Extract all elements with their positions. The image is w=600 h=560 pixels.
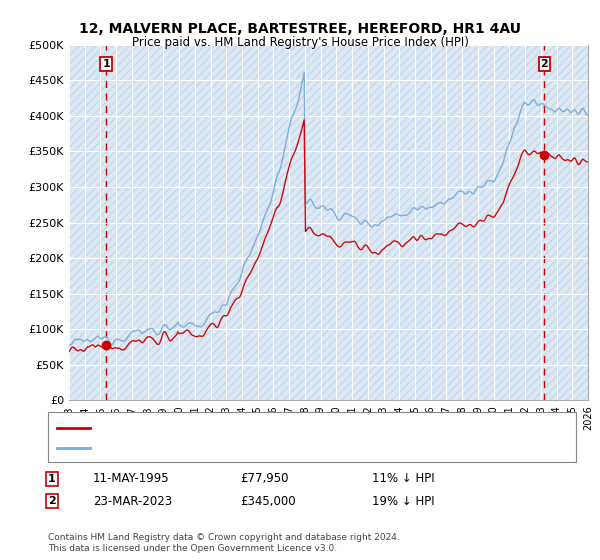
Text: Price paid vs. HM Land Registry's House Price Index (HPI): Price paid vs. HM Land Registry's House …	[131, 36, 469, 49]
Text: 23-MAR-2023: 23-MAR-2023	[93, 494, 172, 508]
Text: £345,000: £345,000	[240, 494, 296, 508]
Text: HPI: Average price, detached house, Herefordshire: HPI: Average price, detached house, Here…	[96, 443, 360, 453]
Text: 2: 2	[541, 59, 548, 69]
Text: 2: 2	[48, 496, 56, 506]
Text: 12, MALVERN PLACE, BARTESTREE, HEREFORD, HR1 4AU (detached house): 12, MALVERN PLACE, BARTESTREE, HEREFORD,…	[96, 423, 485, 433]
Text: 1: 1	[102, 59, 110, 69]
Text: Contains HM Land Registry data © Crown copyright and database right 2024.
This d: Contains HM Land Registry data © Crown c…	[48, 533, 400, 553]
Text: 1: 1	[48, 474, 56, 484]
Text: 11-MAY-1995: 11-MAY-1995	[93, 472, 170, 486]
Text: 19% ↓ HPI: 19% ↓ HPI	[372, 494, 434, 508]
Text: £77,950: £77,950	[240, 472, 289, 486]
Text: 12, MALVERN PLACE, BARTESTREE, HEREFORD, HR1 4AU: 12, MALVERN PLACE, BARTESTREE, HEREFORD,…	[79, 22, 521, 36]
Text: 11% ↓ HPI: 11% ↓ HPI	[372, 472, 434, 486]
